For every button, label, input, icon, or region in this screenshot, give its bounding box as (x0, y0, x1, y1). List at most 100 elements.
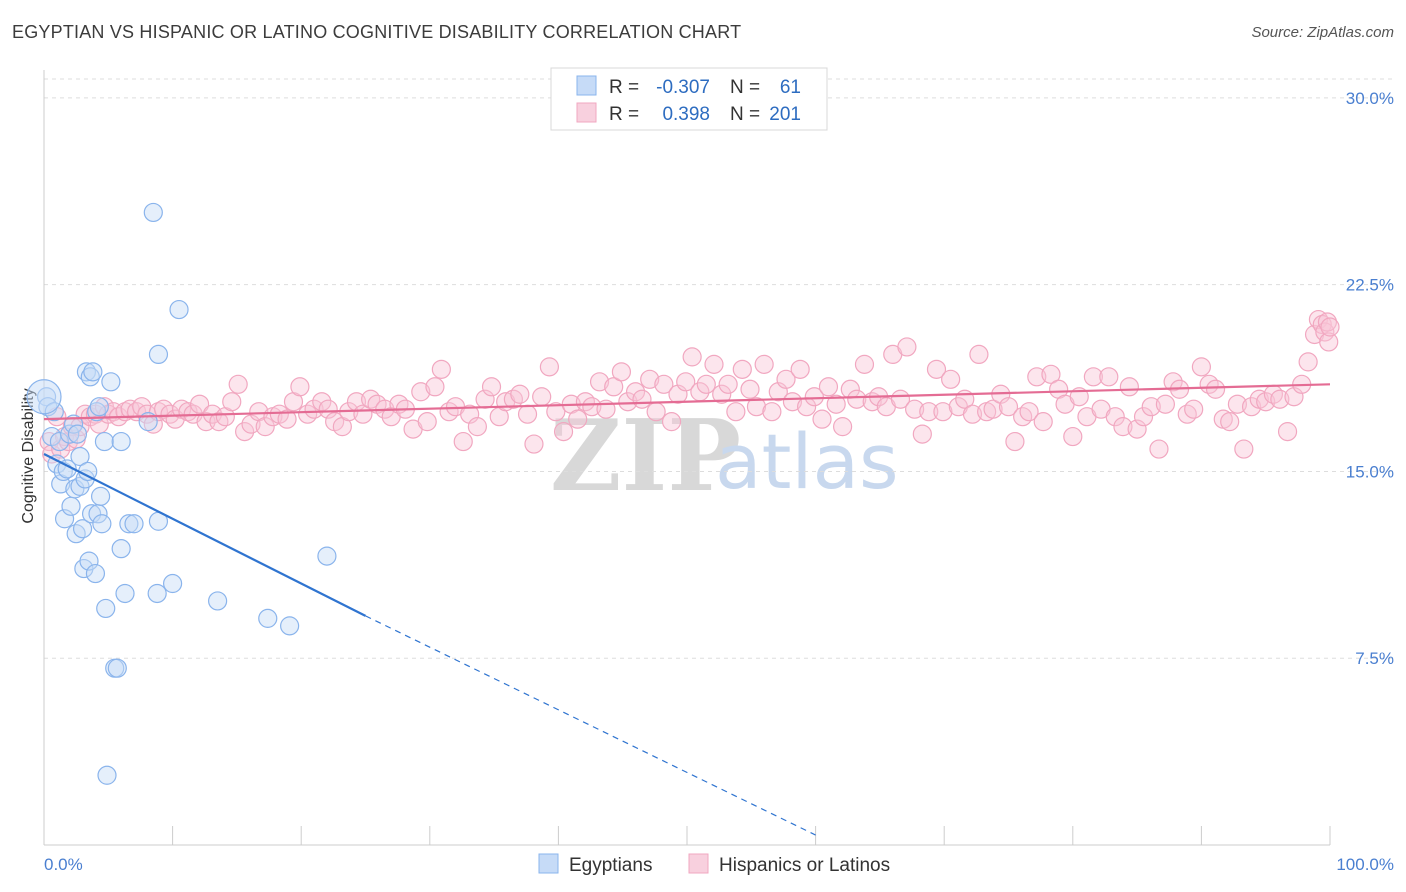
data-point-hispanics (277, 409, 297, 429)
data-point-egyptians (317, 546, 337, 566)
data-point-hispanics (589, 372, 610, 392)
data-point-hispanics (1041, 364, 1061, 384)
trend-line-egyptians (43, 453, 366, 617)
data-point-hispanics (539, 357, 559, 377)
data-point-hispanics (1133, 407, 1154, 427)
data-point-hispanics (933, 402, 953, 422)
data-point-egyptians (79, 551, 99, 571)
data-point-hispanics (1270, 389, 1290, 409)
data-point-egyptians (85, 563, 106, 584)
data-point-hispanics (654, 374, 674, 394)
data-point-egyptians (147, 583, 167, 604)
data-point-egyptians (208, 591, 228, 611)
data-point-hispanics (782, 392, 803, 412)
data-point-egyptians (119, 514, 139, 534)
data-point-hispanics (1241, 397, 1262, 417)
data-point-hispanics (255, 417, 275, 437)
data-point-hispanics (661, 412, 682, 432)
data-point-hispanics (847, 389, 867, 409)
data-point-hispanics (611, 362, 632, 382)
data-point-egyptians (111, 539, 131, 559)
legend-r-label-2: R = (609, 104, 639, 125)
data-point-hispanics (941, 369, 961, 389)
trend-lines (43, 383, 1331, 836)
legend-n-label-2: N = (730, 104, 760, 125)
data-point-hispanics (1163, 372, 1183, 392)
data-point-hispanics (1149, 439, 1169, 459)
data-point-hispanics (618, 392, 638, 412)
data-point-hispanics (854, 354, 875, 374)
legend-r-value-1: -0.307 (656, 77, 710, 98)
data-point-hispanics (209, 412, 229, 432)
data-point-hispanics (1155, 394, 1175, 414)
y-tick-label: 15.0% (1346, 462, 1394, 481)
data-point-hispanics (969, 344, 989, 365)
bottom-legend-swatch-egyptians (538, 853, 559, 874)
data-point-egyptians (90, 486, 111, 506)
data-point-hispanics (826, 394, 846, 414)
data-point-hispanics (682, 347, 702, 367)
data-point-egyptians (81, 504, 102, 524)
data-point-hispanics (1127, 419, 1147, 439)
y-tick-label: 22.5% (1346, 276, 1394, 295)
data-point-hispanics (732, 359, 752, 379)
data-point-egyptians (72, 519, 93, 539)
data-point-hispanics (39, 431, 59, 452)
data-point-egyptians (111, 431, 131, 452)
data-point-hispanics (998, 397, 1019, 417)
data-point-hispanics (568, 409, 588, 429)
data-point-hispanics (1013, 407, 1033, 427)
data-point-hispanics (1298, 352, 1318, 372)
chart-title: EGYPTIAN VS HISPANIC OR LATINO COGNITIVE… (12, 22, 742, 42)
data-point-hispanics (1184, 399, 1204, 419)
data-point-hispanics (746, 397, 767, 417)
data-point-hispanics (790, 359, 810, 379)
data-point-hispanics (517, 404, 538, 424)
data-point-hispanics (1205, 379, 1226, 399)
data-point-hispanics (1277, 422, 1298, 442)
legend-n-value-1: 61 (780, 77, 801, 98)
legend-n-value-2: 201 (769, 104, 801, 125)
data-point-egyptians (49, 431, 70, 452)
bottom-legend: Egyptians Hispanics or Latinos (538, 853, 890, 876)
data-point-hispanics (532, 387, 552, 407)
data-point-hispanics (575, 392, 596, 412)
data-point-egyptians (115, 583, 135, 604)
data-point-hispanics (318, 399, 338, 419)
data-point-egyptians (66, 524, 86, 544)
data-point-egyptians (107, 658, 127, 678)
data-point-egyptians (63, 414, 84, 434)
data-point-hispanics (1113, 417, 1133, 437)
data-point-egyptians (87, 402, 107, 422)
data-point-hispanics (919, 402, 939, 422)
data-point-hispanics (1256, 392, 1276, 412)
data-point-hispanics (1141, 397, 1161, 417)
data-point-egyptians (92, 514, 112, 534)
bottom-legend-hispanics: Hispanics or Latinos (719, 855, 890, 876)
legend-r-value-2: 0.398 (662, 104, 710, 125)
trend-line-egyptians-extension (365, 615, 816, 836)
data-point-hispanics (222, 392, 242, 412)
data-point-hispanics (481, 377, 502, 397)
data-point-hispanics (718, 374, 738, 394)
data-point-hispanics (776, 369, 796, 389)
series-hispanics-points (39, 309, 1340, 464)
data-point-hispanics (467, 417, 487, 437)
data-point-egyptians-large (26, 379, 62, 415)
data-point-hispanics (431, 359, 451, 379)
data-point-hispanics (926, 359, 947, 379)
data-point-hispanics (1320, 317, 1340, 337)
x-tick-label-min: 0.0% (44, 855, 83, 874)
watermark-zip: ZIP (550, 399, 741, 514)
data-point-hispanics (290, 377, 310, 397)
data-point-hispanics (632, 389, 652, 409)
data-point-hispanics (503, 389, 523, 409)
data-point-egyptians (78, 461, 98, 482)
data-point-hispanics (1019, 402, 1039, 422)
legend-n-label-1: N = (730, 77, 760, 98)
data-point-hispanics (704, 354, 724, 374)
data-point-hispanics (676, 372, 696, 392)
data-point-hispanics (912, 424, 932, 444)
x-tick-label-max: 100.0% (1336, 855, 1394, 874)
